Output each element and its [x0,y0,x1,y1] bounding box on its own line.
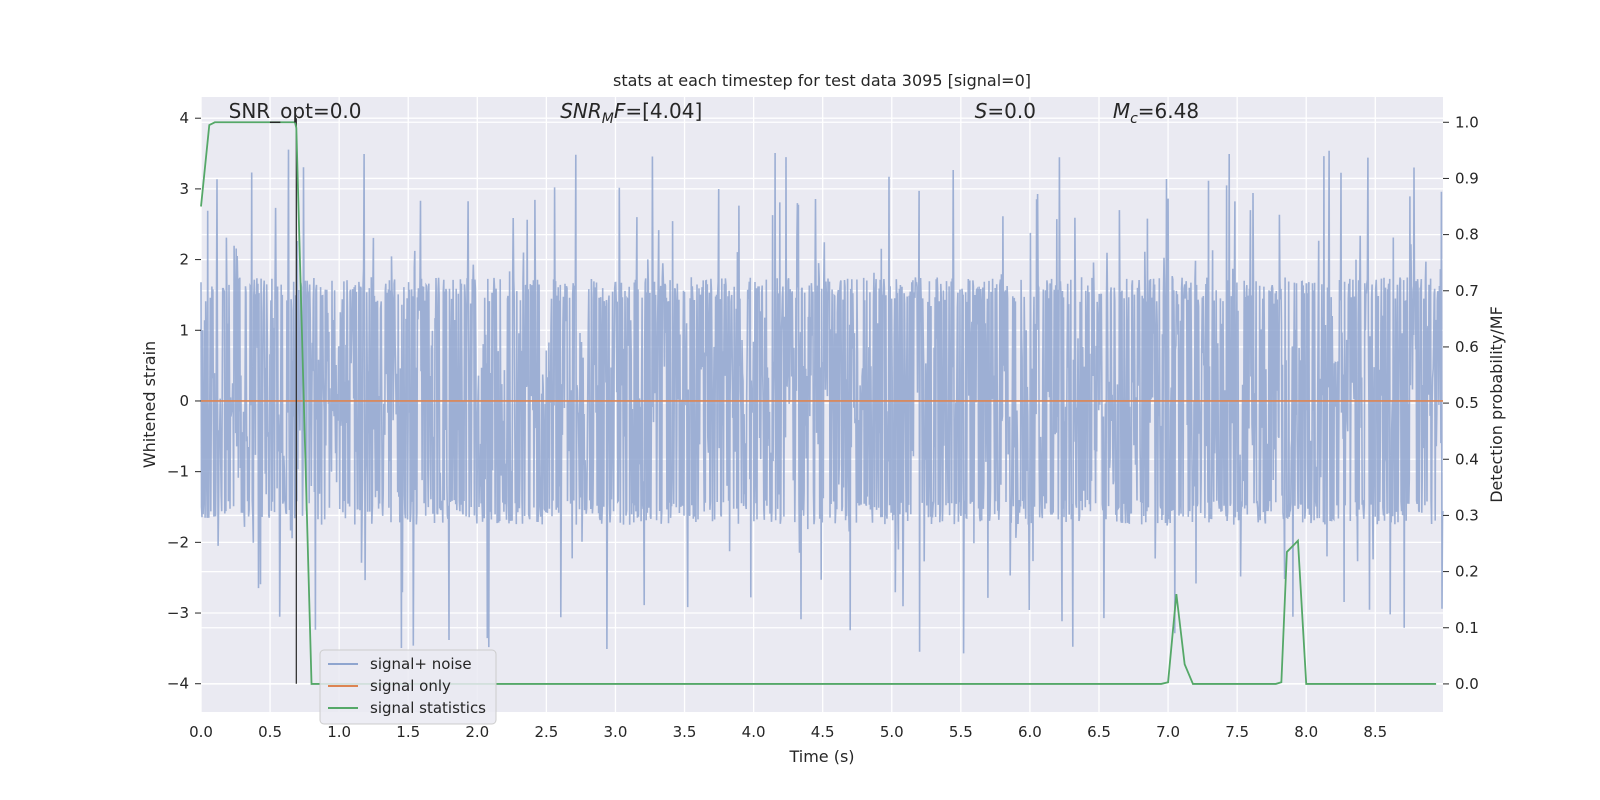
y-axis-ticks: 4 3 2 1 0 −1 −2 −3 −4 [167,109,201,693]
y-tick-label: 3 [179,180,189,198]
annotation-part: =0.0 [987,99,1036,123]
y2-tick-label: 0.5 [1455,394,1479,412]
annotation-part: =[4.04] [625,99,702,123]
series-signal-noise [200,149,1444,654]
stat-annotation: SNR_opt=0.0 [229,99,362,123]
x-tick-label: 4.0 [742,723,766,741]
x-tick-label: 2.5 [534,723,558,741]
x-tick-label: 0.5 [258,723,282,741]
x-tick-label: 7.5 [1225,723,1249,741]
x-tick-label: 1.5 [396,723,420,741]
legend-label: signal only [370,677,451,695]
x-tick-label: 7.0 [1156,723,1180,741]
annotation-part: M [1113,99,1130,123]
y2-axis-ticks: 1.0 0.9 0.8 0.7 0.6 0.5 0.4 0.3 0.2 0.1 0.0 [1443,113,1479,693]
stat-annotation: S=0.0 [975,99,1036,123]
y-tick-label: −2 [167,533,189,551]
x-tick-label: 0.0 [189,723,213,741]
y-tick-label: 0 [179,392,189,410]
annotation-part: SNR [560,99,602,123]
legend-box [319,649,497,725]
annotation-part: c [1130,111,1138,127]
y2-tick-label: 0.9 [1455,169,1479,187]
y2-tick-label: 0.1 [1455,619,1479,637]
y2-tick-label: 0.3 [1455,506,1479,524]
y-tick-label: 1 [179,321,189,339]
chart-title: stats at each timestep for test data 309… [613,71,1031,90]
x-tick-label: 5.5 [949,723,973,741]
x-tick-label: 6.0 [1018,723,1042,741]
y2-tick-label: 0.7 [1455,282,1479,300]
y2-tick-label: 0.4 [1455,450,1479,468]
x-tick-label: 1.0 [327,723,351,741]
stat-annotation: Mc=6.48 [1113,99,1199,127]
x-tick-label: 4.5 [811,723,835,741]
x-tick-label: 8.0 [1294,723,1318,741]
legend: signal+ noise signal only signal statistic… [319,649,497,725]
x-tick-label: 8.5 [1363,723,1387,741]
y2-tick-label: 1.0 [1455,113,1479,131]
y2-tick-label: 0.8 [1455,226,1479,244]
x-axis-label: Time (s) [788,747,854,766]
y2-tick-label: 0.2 [1455,563,1479,581]
x-tick-label: 2.0 [465,723,489,741]
x-tick-label: 3.5 [673,723,697,741]
x-tick-label: 6.5 [1087,723,1111,741]
noise-trace [200,149,1444,654]
legend-label: signal+ noise [370,655,472,673]
annotation-part: SNR_opt=0.0 [229,99,362,123]
x-tick-label: 3.0 [604,723,628,741]
annotation-part: F [614,99,626,123]
y-axis-label: Whitened strain [140,341,159,468]
x-axis-ticks: 0.0 0.5 1.0 1.5 2.0 2.5 3.0 3.5 4.0 4.5 5.0 5.5 6.0 6… [189,723,1387,741]
signal-statistics-trace [200,121,1437,685]
y-tick-label: −1 [167,463,189,481]
annotation-part: =6.48 [1138,99,1199,123]
y-tick-label: −3 [167,604,189,622]
stat-annotation: SNRMF=[4.04] [560,99,702,127]
y-tick-label: 4 [179,109,189,127]
annotations: SNR_opt=0.0 SNRMF=[4.04] S=0.0 Mc=6.48 [229,99,1199,127]
y2-axis-label: Detection probability/MF [1487,306,1506,503]
y2-tick-label: 0.0 [1455,675,1479,693]
annotation-part: S [975,99,988,123]
y-tick-label: −4 [167,675,189,693]
y2-tick-label: 0.6 [1455,338,1479,356]
legend-label: signal statistics [370,699,486,717]
x-tick-label: 5.0 [880,723,904,741]
annotation-part: M [602,111,614,127]
y-tick-label: 2 [179,251,189,269]
series-signal-statistics [200,121,1437,685]
